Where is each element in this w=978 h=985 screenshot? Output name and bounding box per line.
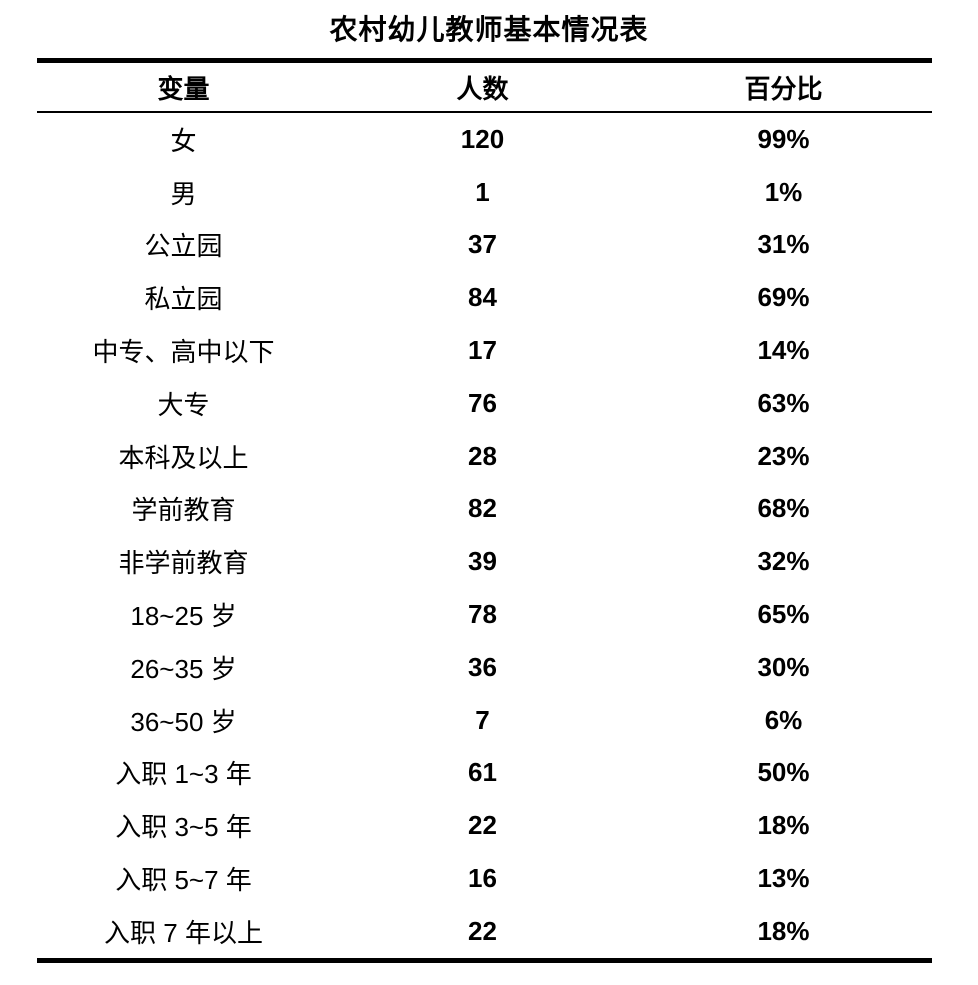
percent-cell: 30% (757, 651, 810, 682)
variable-cell: 入职 5~7 年 (115, 865, 252, 896)
percent-cell: 68% (757, 493, 810, 524)
percent-cell: 6% (764, 704, 803, 735)
variable-cell: 18~25 岁 (130, 601, 237, 632)
table-row: 入职 5~7 年 16 13% (37, 852, 932, 905)
table-row: 入职 7 年以上 22 18% (37, 905, 932, 960)
variable-cell: 入职 3~5 年 (115, 812, 252, 843)
basic-info-table: 变量 人数 百分比 女 120 99% 男 1 1% 公立园 37 31% 私立… (37, 58, 932, 963)
count-cell: 120 (460, 123, 505, 154)
percent-cell: 1% (764, 176, 803, 207)
percent-cell: 14% (757, 335, 810, 366)
variable-cell: 入职 1~3 年 (115, 759, 252, 790)
variable-cell: 36~50 岁 (130, 706, 237, 737)
count-cell: 16 (468, 863, 497, 894)
count-cell: 78 (468, 599, 497, 630)
variable-cell: 女 (170, 125, 197, 156)
percent-cell: 13% (757, 863, 810, 894)
table-row: 公立园 37 31% (37, 219, 932, 272)
count-cell: 61 (468, 757, 497, 788)
table-row: 男 1 1% (37, 166, 932, 219)
variable-cell: 公立园 (144, 231, 223, 262)
variable-cell: 男 (170, 178, 197, 209)
table-row: 26~35 岁 36 30% (37, 641, 932, 694)
table-row: 入职 3~5 年 22 18% (37, 799, 932, 852)
table-row: 私立园 84 69% (37, 271, 932, 324)
count-cell: 1 (475, 176, 490, 207)
percent-cell: 31% (757, 229, 810, 260)
count-cell: 39 (468, 546, 497, 577)
table-row: 女 120 99% (37, 112, 932, 166)
variable-cell: 大专 (157, 389, 210, 420)
variable-cell: 本科及以上 (118, 442, 249, 473)
table-body: 女 120 99% 男 1 1% 公立园 37 31% 私立园 84 69% 中… (37, 112, 932, 960)
variable-cell: 26~35 岁 (130, 653, 237, 684)
count-cell: 17 (468, 335, 497, 366)
count-cell: 84 (468, 282, 497, 313)
count-cell: 22 (468, 810, 497, 841)
table-row: 本科及以上 28 23% (37, 430, 932, 483)
header-row: 变量 人数 百分比 (37, 60, 932, 113)
count-cell: 37 (468, 229, 497, 260)
percent-cell: 18% (757, 915, 810, 946)
percent-cell: 32% (757, 546, 810, 577)
table-row: 大专 76 63% (37, 377, 932, 430)
percent-cell: 50% (757, 757, 810, 788)
percent-cell: 65% (757, 599, 810, 630)
table-header: 变量 人数 百分比 (37, 60, 932, 113)
table-row: 入职 1~3 年 61 50% (37, 747, 932, 800)
table-row: 学前教育 82 68% (37, 483, 932, 536)
percent-cell: 99% (757, 123, 810, 154)
percent-cell: 18% (757, 810, 810, 841)
variable-cell: 中专、高中以下 (92, 337, 275, 368)
table-row: 36~50 岁 7 6% (37, 694, 932, 747)
count-cell: 28 (468, 440, 497, 471)
percent-cell: 23% (757, 440, 810, 471)
variable-cell: 非学前教育 (118, 548, 249, 579)
count-cell: 36 (468, 651, 497, 682)
table-title: 农村幼儿教师基本情况表 (329, 14, 649, 45)
table-row: 18~25 岁 78 65% (37, 588, 932, 641)
count-cell: 76 (468, 387, 497, 418)
percent-cell: 63% (757, 387, 810, 418)
count-cell: 7 (475, 704, 490, 735)
table-row: 非学前教育 39 32% (37, 535, 932, 588)
variable-cell: 入职 7 年以上 (104, 917, 263, 948)
variable-cell: 私立园 (144, 284, 223, 315)
column-header-count: 人数 (330, 60, 635, 113)
count-cell: 22 (468, 915, 497, 946)
count-cell: 82 (468, 493, 497, 524)
column-header-percent: 百分比 (635, 60, 932, 113)
table-row: 中专、高中以下 17 14% (37, 324, 932, 377)
column-header-variable: 变量 (37, 60, 330, 113)
percent-cell: 69% (757, 282, 810, 313)
variable-cell: 学前教育 (131, 495, 236, 526)
